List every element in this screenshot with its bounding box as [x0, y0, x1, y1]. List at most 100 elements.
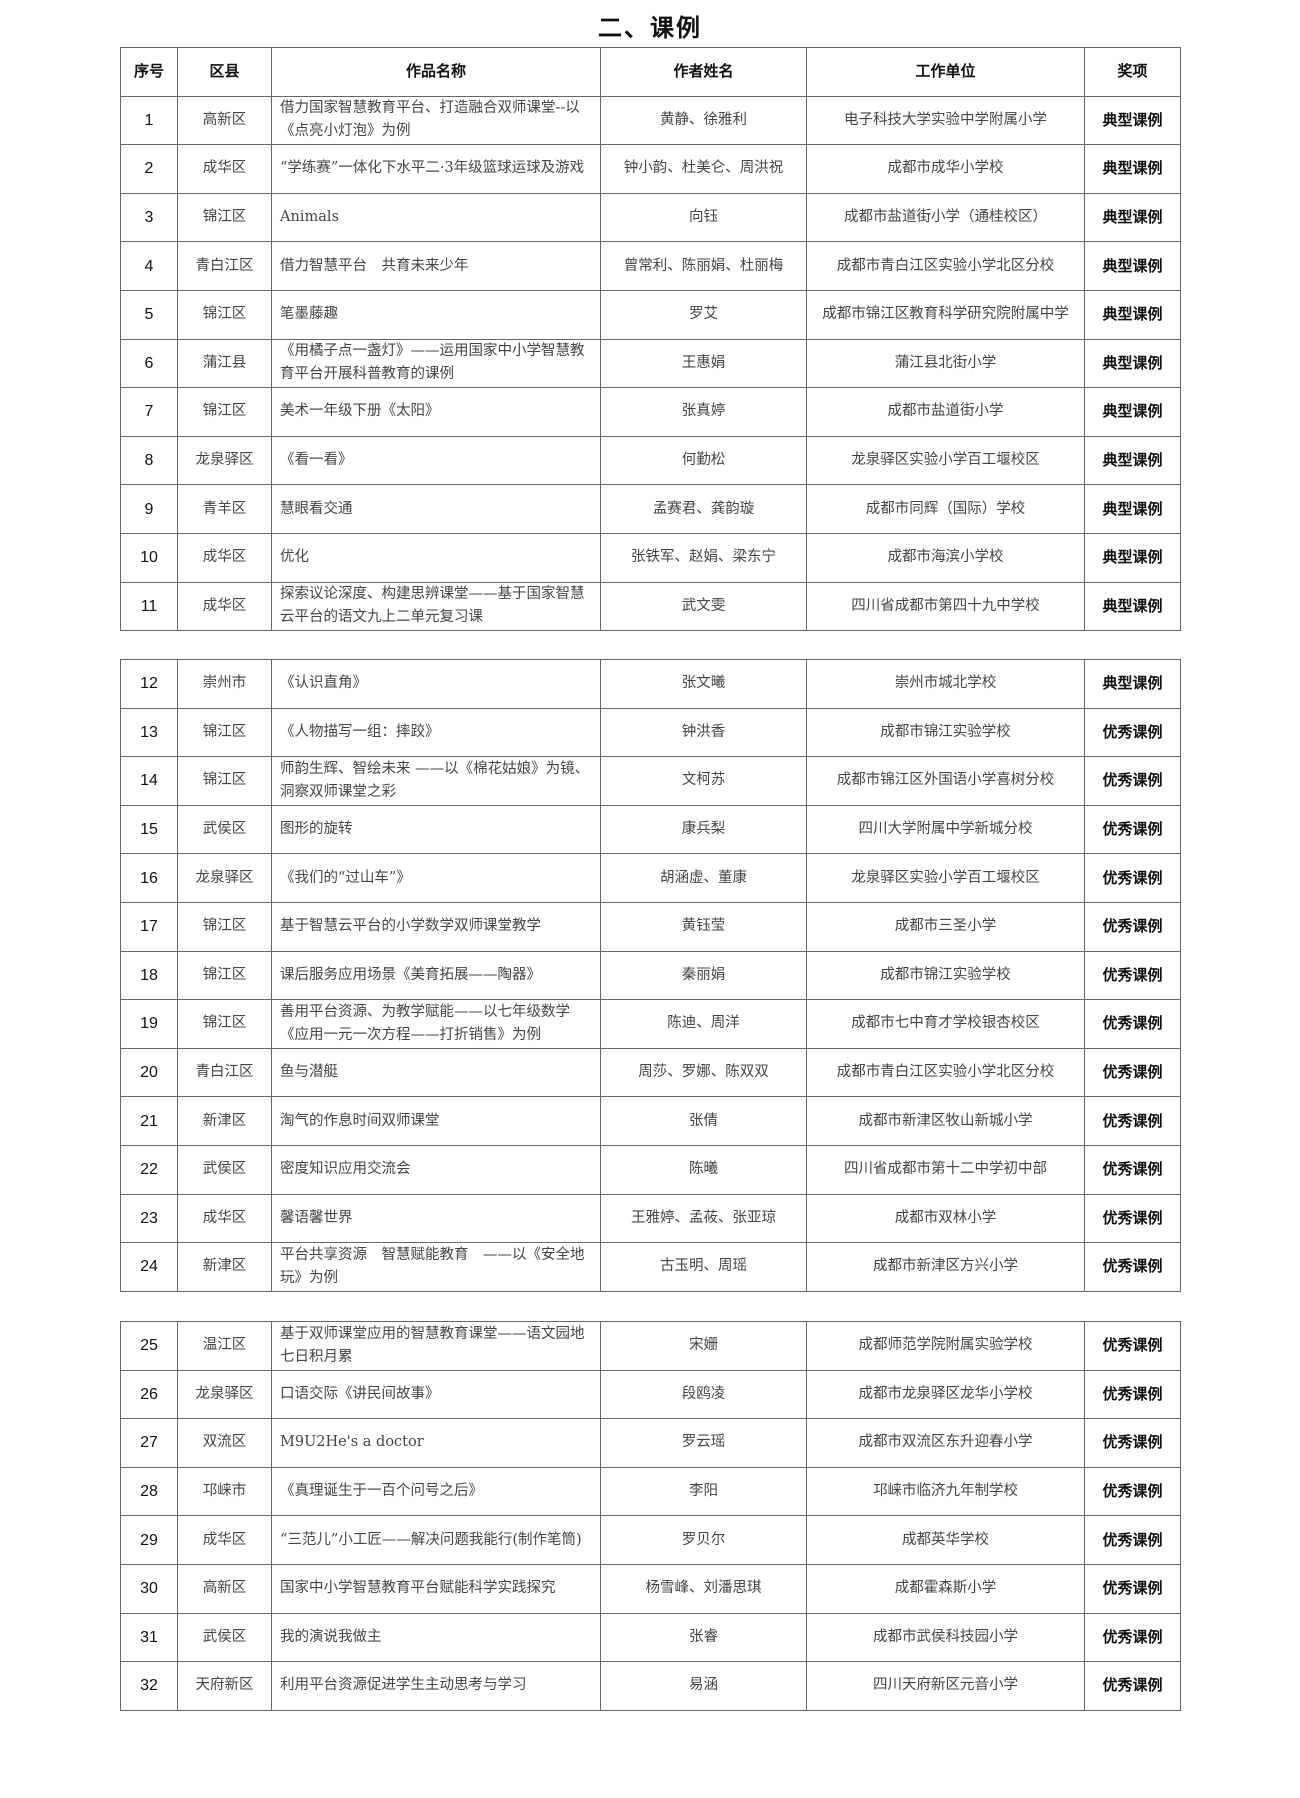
cell-unit: 电子科技大学实验中学附属小学 [806, 95, 1085, 146]
cell-work: 馨语馨世界 [271, 1193, 601, 1244]
cell-authors: 王惠娟 [600, 338, 807, 389]
cell-no: 25 [120, 1321, 178, 1371]
cell-unit: 四川省成都市第十二中学初中部 [806, 1144, 1085, 1195]
award-table-page-3: 25 温江区 基于双师课堂应用的智慧教育课堂——语文园地七日积月累 宋姗 成都师范学院附… [120, 1321, 1181, 1711]
cell-award: 优秀课例 [1084, 1144, 1181, 1195]
column-header-work: 作品名称 [271, 47, 601, 97]
cell-no: 1 [120, 95, 178, 146]
cell-district: 锦江区 [177, 387, 272, 437]
table-row: 16 龙泉驿区 《我们的“过山车”》 胡涵虚、董康 龙泉驿区实验小学百工堰校区 优秀课例 [120, 853, 1181, 903]
cell-work: 利用平台资源促进学生主动思考与学习 [271, 1661, 601, 1711]
cell-unit: 成都市锦江区外国语小学喜树分校 [806, 756, 1085, 806]
cell-award: 优秀课例 [1084, 901, 1181, 952]
cell-no: 15 [120, 804, 178, 855]
table-row: 14 锦江区 师韵生辉、智绘未来 ——以《棉花姑娘》为镜、洞察双师课堂之彩 文柯苏 成都… [120, 756, 1181, 806]
cell-work: 善用平台资源、为教学赋能——以七年级数学《应用一元一次方程——打折销售》为例 [271, 999, 601, 1049]
table-row: 2 成华区 “学练赛”一体化下水平二·3年级篮球运球及游戏 钟小韵、杜美仑、周洪祝 成都… [120, 144, 1181, 194]
cell-work: 淘气的作息时间双师课堂 [271, 1096, 601, 1146]
cell-work: 优化 [271, 532, 601, 583]
cell-authors: 陈迪、周洋 [600, 999, 807, 1049]
table-row: 11 成华区 探索议论深度、构建思辨课堂——基于国家智慧云平台的语文九上二单元复习课… [120, 581, 1181, 632]
cell-district: 青羊区 [177, 484, 272, 534]
cell-authors: 武文雯 [600, 581, 807, 632]
cell-award: 优秀课例 [1084, 804, 1181, 855]
cell-district: 天府新区 [177, 1661, 272, 1711]
award-table-page-1: 序号 区县 作品名称 作者姓名 工作单位 奖项 1 高新区 借力国家智慧教育平台、打造融合双师课… [120, 47, 1181, 632]
cell-award: 优秀课例 [1084, 1096, 1181, 1146]
table-row: 23 成华区 馨语馨世界 王雅婷、孟莜、张亚琼 成都市双林小学 优秀课例 [120, 1193, 1181, 1244]
cell-district: 新津区 [177, 1096, 272, 1146]
cell-district: 成华区 [177, 581, 272, 632]
cell-award: 优秀课例 [1084, 1563, 1181, 1614]
cell-unit: 成都市双流区东升迎春小学 [806, 1418, 1085, 1468]
header-row: 序号 区县 作品名称 作者姓名 工作单位 奖项 [120, 47, 1181, 97]
cell-district: 成华区 [177, 144, 272, 194]
cell-district: 龙泉驿区 [177, 853, 272, 903]
cell-work: 探索议论深度、构建思辨课堂——基于国家智慧云平台的语文九上二单元复习课 [271, 581, 601, 632]
table-row: 1 高新区 借力国家智慧教育平台、打造融合双师课堂--以《点亮小灯泡》为例 黄静、徐雅… [120, 95, 1181, 146]
cell-award: 典型课例 [1084, 659, 1181, 709]
cell-award: 典型课例 [1084, 387, 1181, 437]
cell-work: 基于双师课堂应用的智慧教育课堂——语文园地七日积月累 [271, 1321, 601, 1371]
table-row: 28 邛崃市 《真理诞生于一百个问号之后》 李阳 邛崃市临济九年制学校 优秀课例 [120, 1466, 1181, 1517]
cell-district: 锦江区 [177, 901, 272, 952]
cell-no: 14 [120, 756, 178, 806]
cell-award: 优秀课例 [1084, 1515, 1181, 1565]
table-row: 7 锦江区 美术一年级下册《太阳》 张真婷 成都市盐道街小学 典型课例 [120, 387, 1181, 437]
cell-authors: 周莎、罗娜、陈双双 [600, 1047, 807, 1098]
cell-work: 鱼与潜艇 [271, 1047, 601, 1098]
cell-award: 优秀课例 [1084, 999, 1181, 1049]
cell-authors: 向钰 [600, 192, 807, 243]
cell-award: 典型课例 [1084, 435, 1181, 486]
cell-award: 优秀课例 [1084, 1661, 1181, 1711]
cell-district: 锦江区 [177, 289, 272, 340]
cell-no: 3 [120, 192, 178, 243]
cell-award: 优秀课例 [1084, 853, 1181, 903]
cell-authors: 秦丽娟 [600, 950, 807, 1001]
cell-no: 26 [120, 1369, 178, 1420]
cell-award: 典型课例 [1084, 581, 1181, 632]
cell-award: 优秀课例 [1084, 1193, 1181, 1244]
cell-award: 优秀课例 [1084, 1321, 1181, 1371]
cell-unit: 成都市锦江区教育科学研究院附属中学 [806, 289, 1085, 340]
cell-district: 成华区 [177, 532, 272, 583]
cell-district: 成华区 [177, 1193, 272, 1244]
cell-unit: 崇州市城北学校 [806, 659, 1085, 709]
cell-no: 7 [120, 387, 178, 437]
cell-no: 11 [120, 581, 178, 632]
cell-district: 锦江区 [177, 999, 272, 1049]
cell-work: 《我们的“过山车”》 [271, 853, 601, 903]
cell-unit: 成都市龙泉驿区龙华小学校 [806, 1369, 1085, 1420]
cell-unit: 四川省成都市第四十九中学校 [806, 581, 1085, 632]
table-row: 30 高新区 国家中小学智慧教育平台赋能科学实践探究 杨雪峰、刘潘思琪 成都霍森斯小学优… [120, 1563, 1181, 1614]
cell-award: 优秀课例 [1084, 1418, 1181, 1468]
cell-award: 典型课例 [1084, 338, 1181, 389]
cell-unit: 成都师范学院附属实验学校 [806, 1321, 1085, 1371]
cell-work: 笔墨藤趣 [271, 289, 601, 340]
cell-unit: 成都市盐道街小学（通桂校区） [806, 192, 1085, 243]
cell-authors: 黄静、徐雅利 [600, 95, 807, 146]
cell-award: 优秀课例 [1084, 1466, 1181, 1517]
cell-district: 青白江区 [177, 1047, 272, 1098]
cell-district: 龙泉驿区 [177, 1369, 272, 1420]
cell-district: 锦江区 [177, 950, 272, 1001]
cell-unit: 成都市同辉（国际）学校 [806, 484, 1085, 534]
cell-authors: 张文曦 [600, 659, 807, 709]
cell-unit: 成都霍森斯小学 [806, 1563, 1085, 1614]
cell-unit: 成都市七中育才学校银杏校区 [806, 999, 1085, 1049]
cell-award: 典型课例 [1084, 532, 1181, 583]
cell-no: 30 [120, 1563, 178, 1614]
cell-unit: 邛崃市临济九年制学校 [806, 1466, 1085, 1517]
cell-unit: 成都市海滨小学校 [806, 532, 1085, 583]
cell-no: 27 [120, 1418, 178, 1468]
cell-no: 13 [120, 707, 178, 758]
cell-unit: 成都市三圣小学 [806, 901, 1085, 952]
cell-work: 口语交际《讲民间故事》 [271, 1369, 601, 1420]
cell-unit: 蒲江县北街小学 [806, 338, 1085, 389]
cell-work: M9U2He's a doctor [271, 1418, 601, 1468]
cell-work: 密度知识应用交流会 [271, 1144, 601, 1195]
cell-work: 我的演说我做主 [271, 1612, 601, 1663]
cell-no: 4 [120, 241, 178, 291]
cell-no: 23 [120, 1193, 178, 1244]
cell-district: 青白江区 [177, 241, 272, 291]
